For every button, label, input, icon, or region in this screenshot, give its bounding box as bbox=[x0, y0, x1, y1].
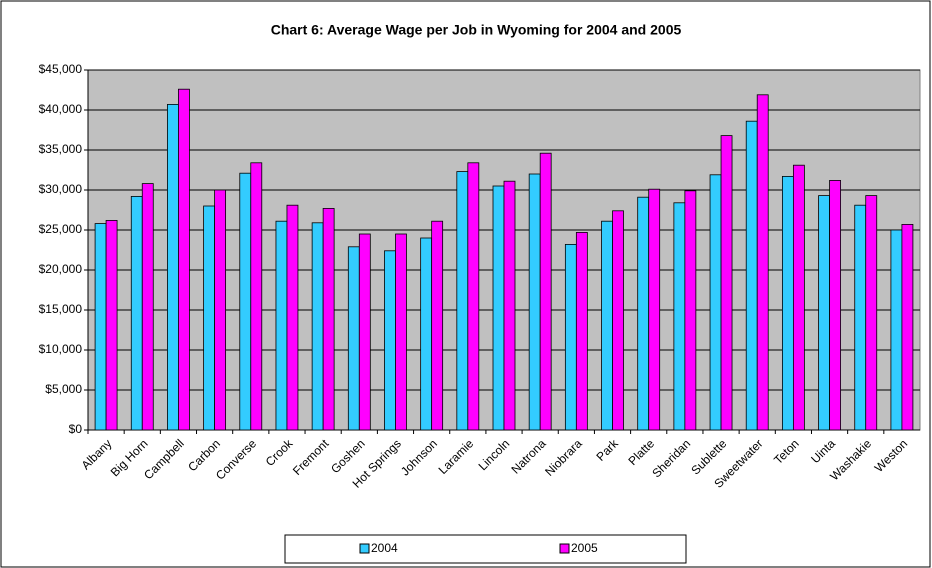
bar bbox=[395, 233, 407, 431]
bar bbox=[865, 195, 878, 431]
bar bbox=[575, 231, 588, 431]
bar bbox=[503, 180, 516, 431]
bar bbox=[384, 250, 396, 431]
bar bbox=[322, 207, 335, 431]
bar bbox=[818, 195, 830, 431]
bar bbox=[420, 237, 433, 431]
bar bbox=[637, 196, 650, 431]
bar bbox=[539, 152, 552, 431]
y-tick-label: $45,000 bbox=[39, 62, 83, 76]
bar bbox=[311, 222, 324, 431]
bar bbox=[648, 188, 661, 431]
bar bbox=[275, 220, 288, 431]
legend-label: 2005 bbox=[571, 541, 598, 555]
bar bbox=[709, 174, 722, 431]
bar bbox=[431, 220, 444, 431]
y-tick-label: $20,000 bbox=[39, 262, 83, 276]
legend-swatch bbox=[559, 543, 570, 554]
bar bbox=[467, 162, 480, 431]
y-tick-label: $15,000 bbox=[39, 302, 83, 316]
bar bbox=[756, 94, 769, 431]
bar bbox=[178, 88, 190, 431]
legend-label: 2004 bbox=[371, 541, 398, 555]
bar bbox=[901, 223, 914, 431]
bar bbox=[141, 183, 154, 431]
bar bbox=[167, 104, 179, 431]
bar bbox=[612, 210, 624, 431]
bar bbox=[720, 135, 733, 431]
y-tick-label: $10,000 bbox=[39, 342, 83, 356]
bar bbox=[105, 219, 118, 431]
bar bbox=[601, 220, 613, 431]
bar bbox=[347, 246, 360, 431]
bar bbox=[890, 229, 903, 431]
bar bbox=[239, 172, 252, 431]
bar bbox=[564, 243, 577, 431]
bar bbox=[684, 190, 697, 431]
y-tick-label: $35,000 bbox=[39, 142, 83, 156]
y-tick-label: $30,000 bbox=[39, 182, 83, 196]
bar bbox=[214, 189, 227, 431]
bar bbox=[130, 195, 143, 431]
bar bbox=[792, 164, 805, 431]
bar bbox=[492, 185, 505, 431]
bar bbox=[829, 179, 841, 431]
legend-swatch bbox=[359, 543, 370, 554]
bar bbox=[781, 175, 794, 431]
bar bbox=[745, 120, 758, 431]
y-tick-label: $25,000 bbox=[39, 222, 83, 236]
bar bbox=[528, 173, 541, 431]
chart-title: Chart 6: Average Wage per Job in Wyoming… bbox=[271, 22, 682, 38]
y-tick-label: $0 bbox=[69, 422, 83, 436]
bar bbox=[673, 202, 686, 431]
bar bbox=[358, 233, 371, 431]
legend bbox=[284, 534, 687, 564]
bar bbox=[203, 205, 216, 431]
y-tick-label: $5,000 bbox=[45, 382, 82, 396]
bar bbox=[854, 204, 867, 431]
y-tick-label: $40,000 bbox=[39, 102, 83, 116]
bar bbox=[94, 223, 107, 431]
bar bbox=[456, 171, 469, 431]
bar bbox=[250, 162, 263, 431]
bar bbox=[286, 204, 299, 431]
